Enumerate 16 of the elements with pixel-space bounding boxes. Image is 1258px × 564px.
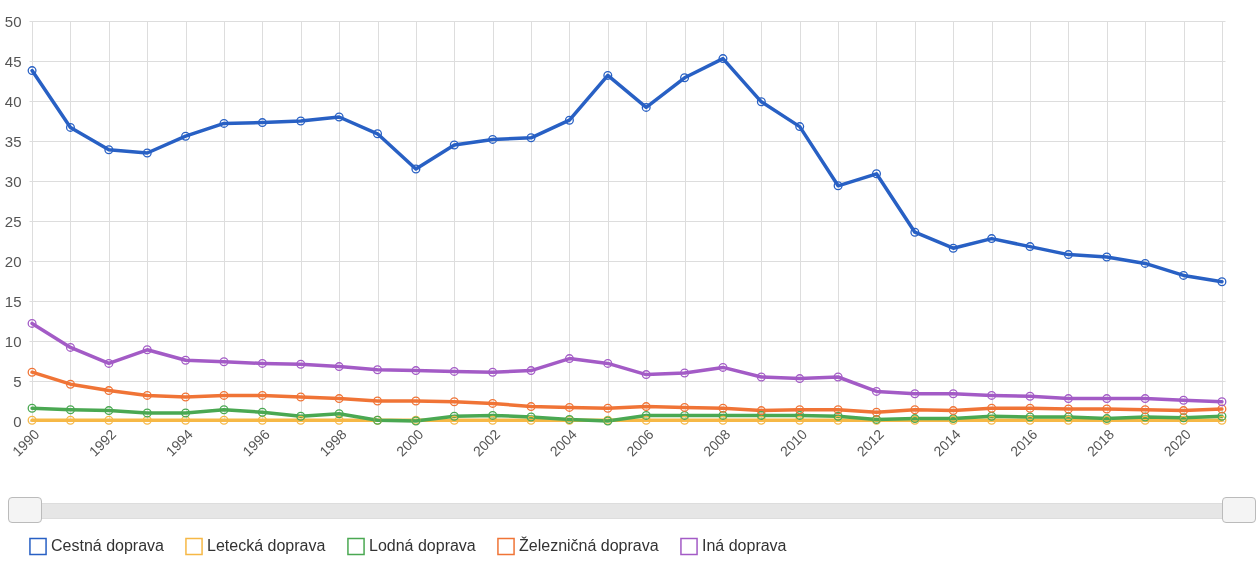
y-tick-label: 10 xyxy=(4,332,22,350)
legend-label: Iná doprava xyxy=(702,537,787,555)
legend-label: Lodná doprava xyxy=(369,537,476,555)
y-tick-label: 20 xyxy=(4,252,22,270)
y-tick-label: 30 xyxy=(4,172,22,190)
y-tick-label: 0 xyxy=(13,412,22,430)
legend-label: Cestná doprava xyxy=(51,537,165,555)
legend-label: Železničná doprava xyxy=(519,536,659,555)
y-tick-label: 45 xyxy=(4,52,22,70)
y-tick-label: 50 xyxy=(4,12,22,30)
y-tick-label: 5 xyxy=(13,372,22,390)
y-tick-label: 35 xyxy=(4,132,22,150)
y-tick-label: 40 xyxy=(4,92,22,110)
legend-label: Letecká doprava xyxy=(207,537,326,555)
y-tick-label: 25 xyxy=(4,212,22,230)
y-tick-label: 15 xyxy=(4,292,22,310)
